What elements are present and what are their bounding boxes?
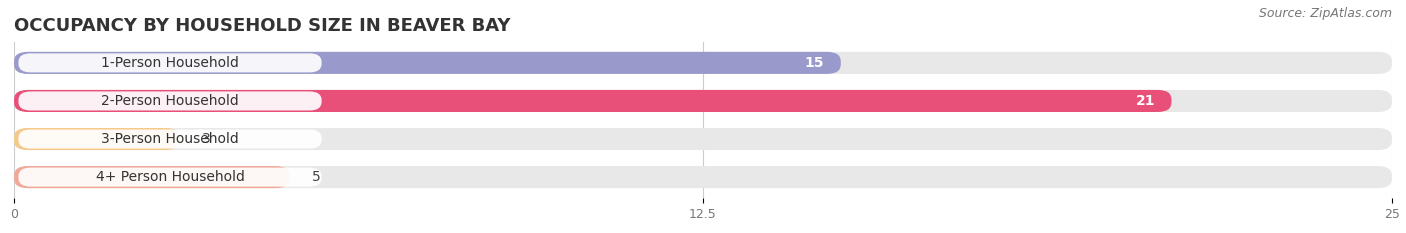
FancyBboxPatch shape xyxy=(14,166,1392,188)
FancyBboxPatch shape xyxy=(18,168,322,187)
FancyBboxPatch shape xyxy=(14,52,1392,74)
FancyBboxPatch shape xyxy=(18,91,322,110)
Text: Source: ZipAtlas.com: Source: ZipAtlas.com xyxy=(1258,7,1392,20)
FancyBboxPatch shape xyxy=(14,90,1392,112)
FancyBboxPatch shape xyxy=(14,90,1171,112)
Text: 3: 3 xyxy=(201,132,211,146)
FancyBboxPatch shape xyxy=(18,130,322,149)
Text: 3-Person Household: 3-Person Household xyxy=(101,132,239,146)
Text: 2-Person Household: 2-Person Household xyxy=(101,94,239,108)
Text: OCCUPANCY BY HOUSEHOLD SIZE IN BEAVER BAY: OCCUPANCY BY HOUSEHOLD SIZE IN BEAVER BA… xyxy=(14,17,510,35)
Text: 15: 15 xyxy=(804,56,824,70)
Text: 4+ Person Household: 4+ Person Household xyxy=(96,170,245,184)
Text: 1-Person Household: 1-Person Household xyxy=(101,56,239,70)
Text: 5: 5 xyxy=(312,170,321,184)
FancyBboxPatch shape xyxy=(14,52,841,74)
FancyBboxPatch shape xyxy=(14,166,290,188)
FancyBboxPatch shape xyxy=(18,53,322,72)
FancyBboxPatch shape xyxy=(14,128,1392,150)
FancyBboxPatch shape xyxy=(14,128,180,150)
Text: 21: 21 xyxy=(1136,94,1154,108)
